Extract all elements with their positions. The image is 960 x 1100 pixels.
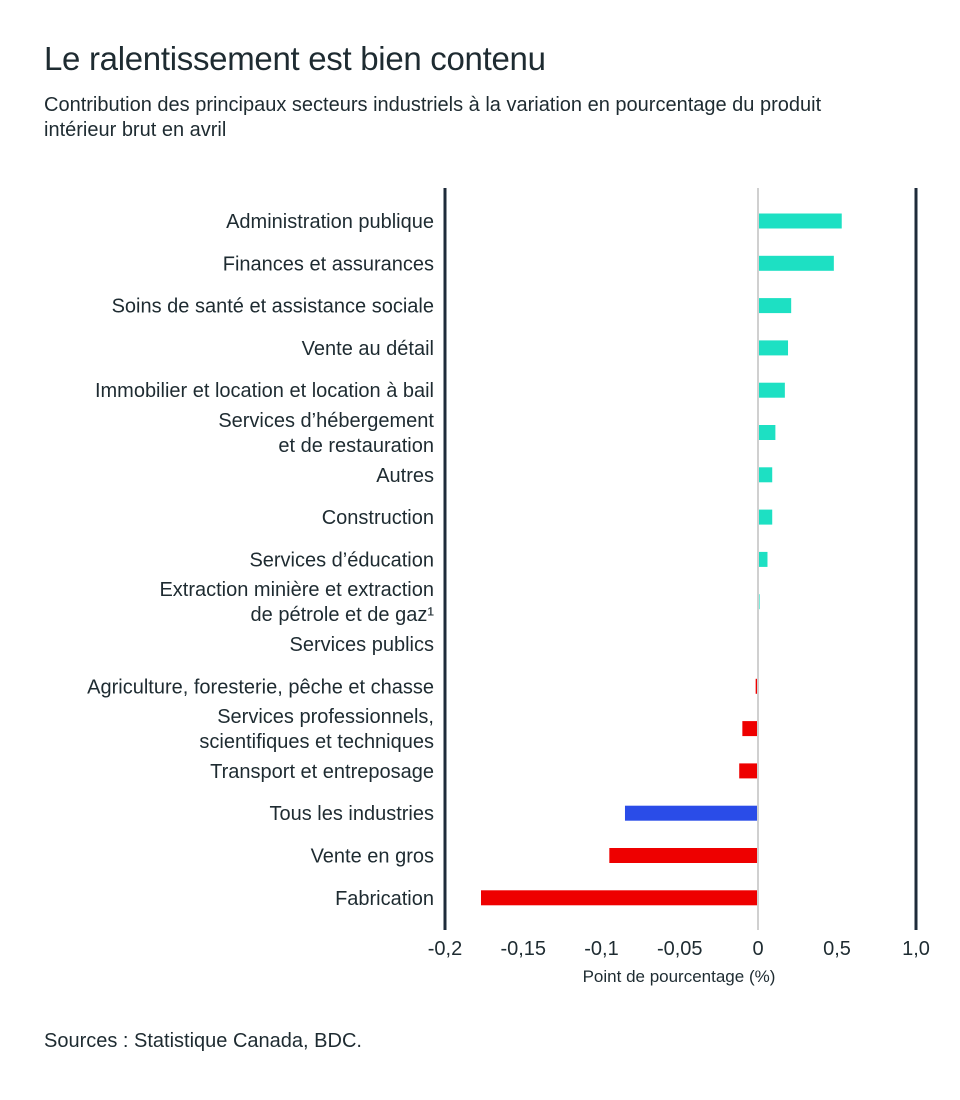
category-label: Agriculture, foresterie, pêche et chasse bbox=[87, 676, 434, 698]
x-tick-labels-group: -0,2 -0,15 -0,1 -0,05 0 0,5 1,0 bbox=[428, 938, 930, 960]
chart-subtitle: Contribution des principaux secteurs ind… bbox=[44, 94, 822, 141]
bars-group bbox=[480, 213, 842, 906]
category-label-line: Fabrication bbox=[335, 888, 434, 910]
category-label-line: Transport et entreposage bbox=[210, 761, 434, 783]
bar bbox=[742, 721, 758, 737]
category-label-line: Services professionnels, bbox=[217, 706, 434, 728]
category-label-line: Services publics bbox=[289, 634, 434, 656]
x-tick-label: -0,15 bbox=[500, 938, 546, 960]
category-label-line: Construction bbox=[322, 507, 434, 529]
category-label: Services d’hébergement et de restauration bbox=[218, 410, 434, 457]
category-label: Finances et assurances bbox=[223, 253, 434, 275]
bar bbox=[758, 467, 773, 483]
category-label-line: Finances et assurances bbox=[223, 253, 434, 275]
category-label: Fabrication bbox=[335, 888, 434, 910]
category-label-line: Vente en gros bbox=[311, 846, 434, 868]
x-tick-label: 0,5 bbox=[823, 938, 851, 960]
category-label: Tous les industries bbox=[269, 803, 434, 825]
x-tick-label: 1,0 bbox=[902, 938, 930, 960]
bar bbox=[755, 678, 758, 694]
category-label-line: de pétrole et de gaz¹ bbox=[251, 604, 435, 626]
category-label: Services publics bbox=[289, 634, 434, 656]
category-label: Construction bbox=[322, 507, 434, 529]
x-tick-label: -0,1 bbox=[584, 938, 618, 960]
category-label-line: Administration publique bbox=[226, 211, 434, 233]
category-label-line: et de restauration bbox=[278, 435, 434, 457]
category-label-line: Vente au détail bbox=[302, 338, 434, 360]
x-axis-title: Point de pourcentage (%) bbox=[583, 967, 776, 986]
category-label-line: Soins de santé et assistance sociale bbox=[112, 296, 434, 318]
x-tick-label: -0,05 bbox=[657, 938, 703, 960]
bar bbox=[758, 340, 789, 356]
category-label: Immobilier et location et location à bai… bbox=[95, 380, 434, 402]
category-label: Vente en gros bbox=[311, 846, 434, 868]
category-label: Services professionnels, scientifiques et… bbox=[199, 706, 434, 753]
chart-title: Le ralentissement est bien contenu bbox=[44, 40, 546, 77]
bar bbox=[758, 382, 785, 398]
bar bbox=[480, 890, 758, 906]
bar bbox=[739, 763, 758, 779]
category-label: Transport et entreposage bbox=[210, 761, 434, 783]
category-label: Autres bbox=[376, 465, 434, 487]
x-tick-label: 0 bbox=[752, 938, 763, 960]
category-labels-group: Administration publique Finances et assur… bbox=[87, 211, 434, 910]
category-label-line: Services d’hébergement bbox=[218, 410, 434, 432]
bar bbox=[609, 848, 758, 863]
category-label-line: Tous les industries bbox=[269, 803, 434, 825]
bar bbox=[758, 255, 834, 271]
category-label: Administration publique bbox=[226, 211, 434, 233]
category-label-line: Immobilier et location et location à bai… bbox=[95, 380, 434, 402]
category-label: Vente au détail bbox=[302, 338, 434, 360]
category-label-line: Services d’éducation bbox=[249, 549, 434, 571]
bar bbox=[758, 551, 768, 567]
bar bbox=[624, 805, 758, 821]
category-label: Soins de santé et assistance sociale bbox=[112, 296, 434, 318]
category-label: Services d’éducation bbox=[249, 549, 434, 571]
category-label-line: Agriculture, foresterie, pêche et chasse bbox=[87, 676, 434, 698]
bar bbox=[758, 298, 792, 314]
category-label: Extraction minière et extraction de pétro… bbox=[159, 579, 434, 626]
source-note: Sources : Statistique Canada, BDC. bbox=[44, 1030, 362, 1052]
bar bbox=[758, 425, 776, 440]
category-label-line: Autres bbox=[376, 465, 434, 487]
bar bbox=[758, 509, 773, 525]
bar bbox=[758, 213, 842, 229]
category-label-line: scientifiques et techniques bbox=[199, 731, 434, 753]
x-tick-label: -0,2 bbox=[428, 938, 462, 960]
category-label-line: Extraction minière et extraction bbox=[159, 579, 434, 601]
